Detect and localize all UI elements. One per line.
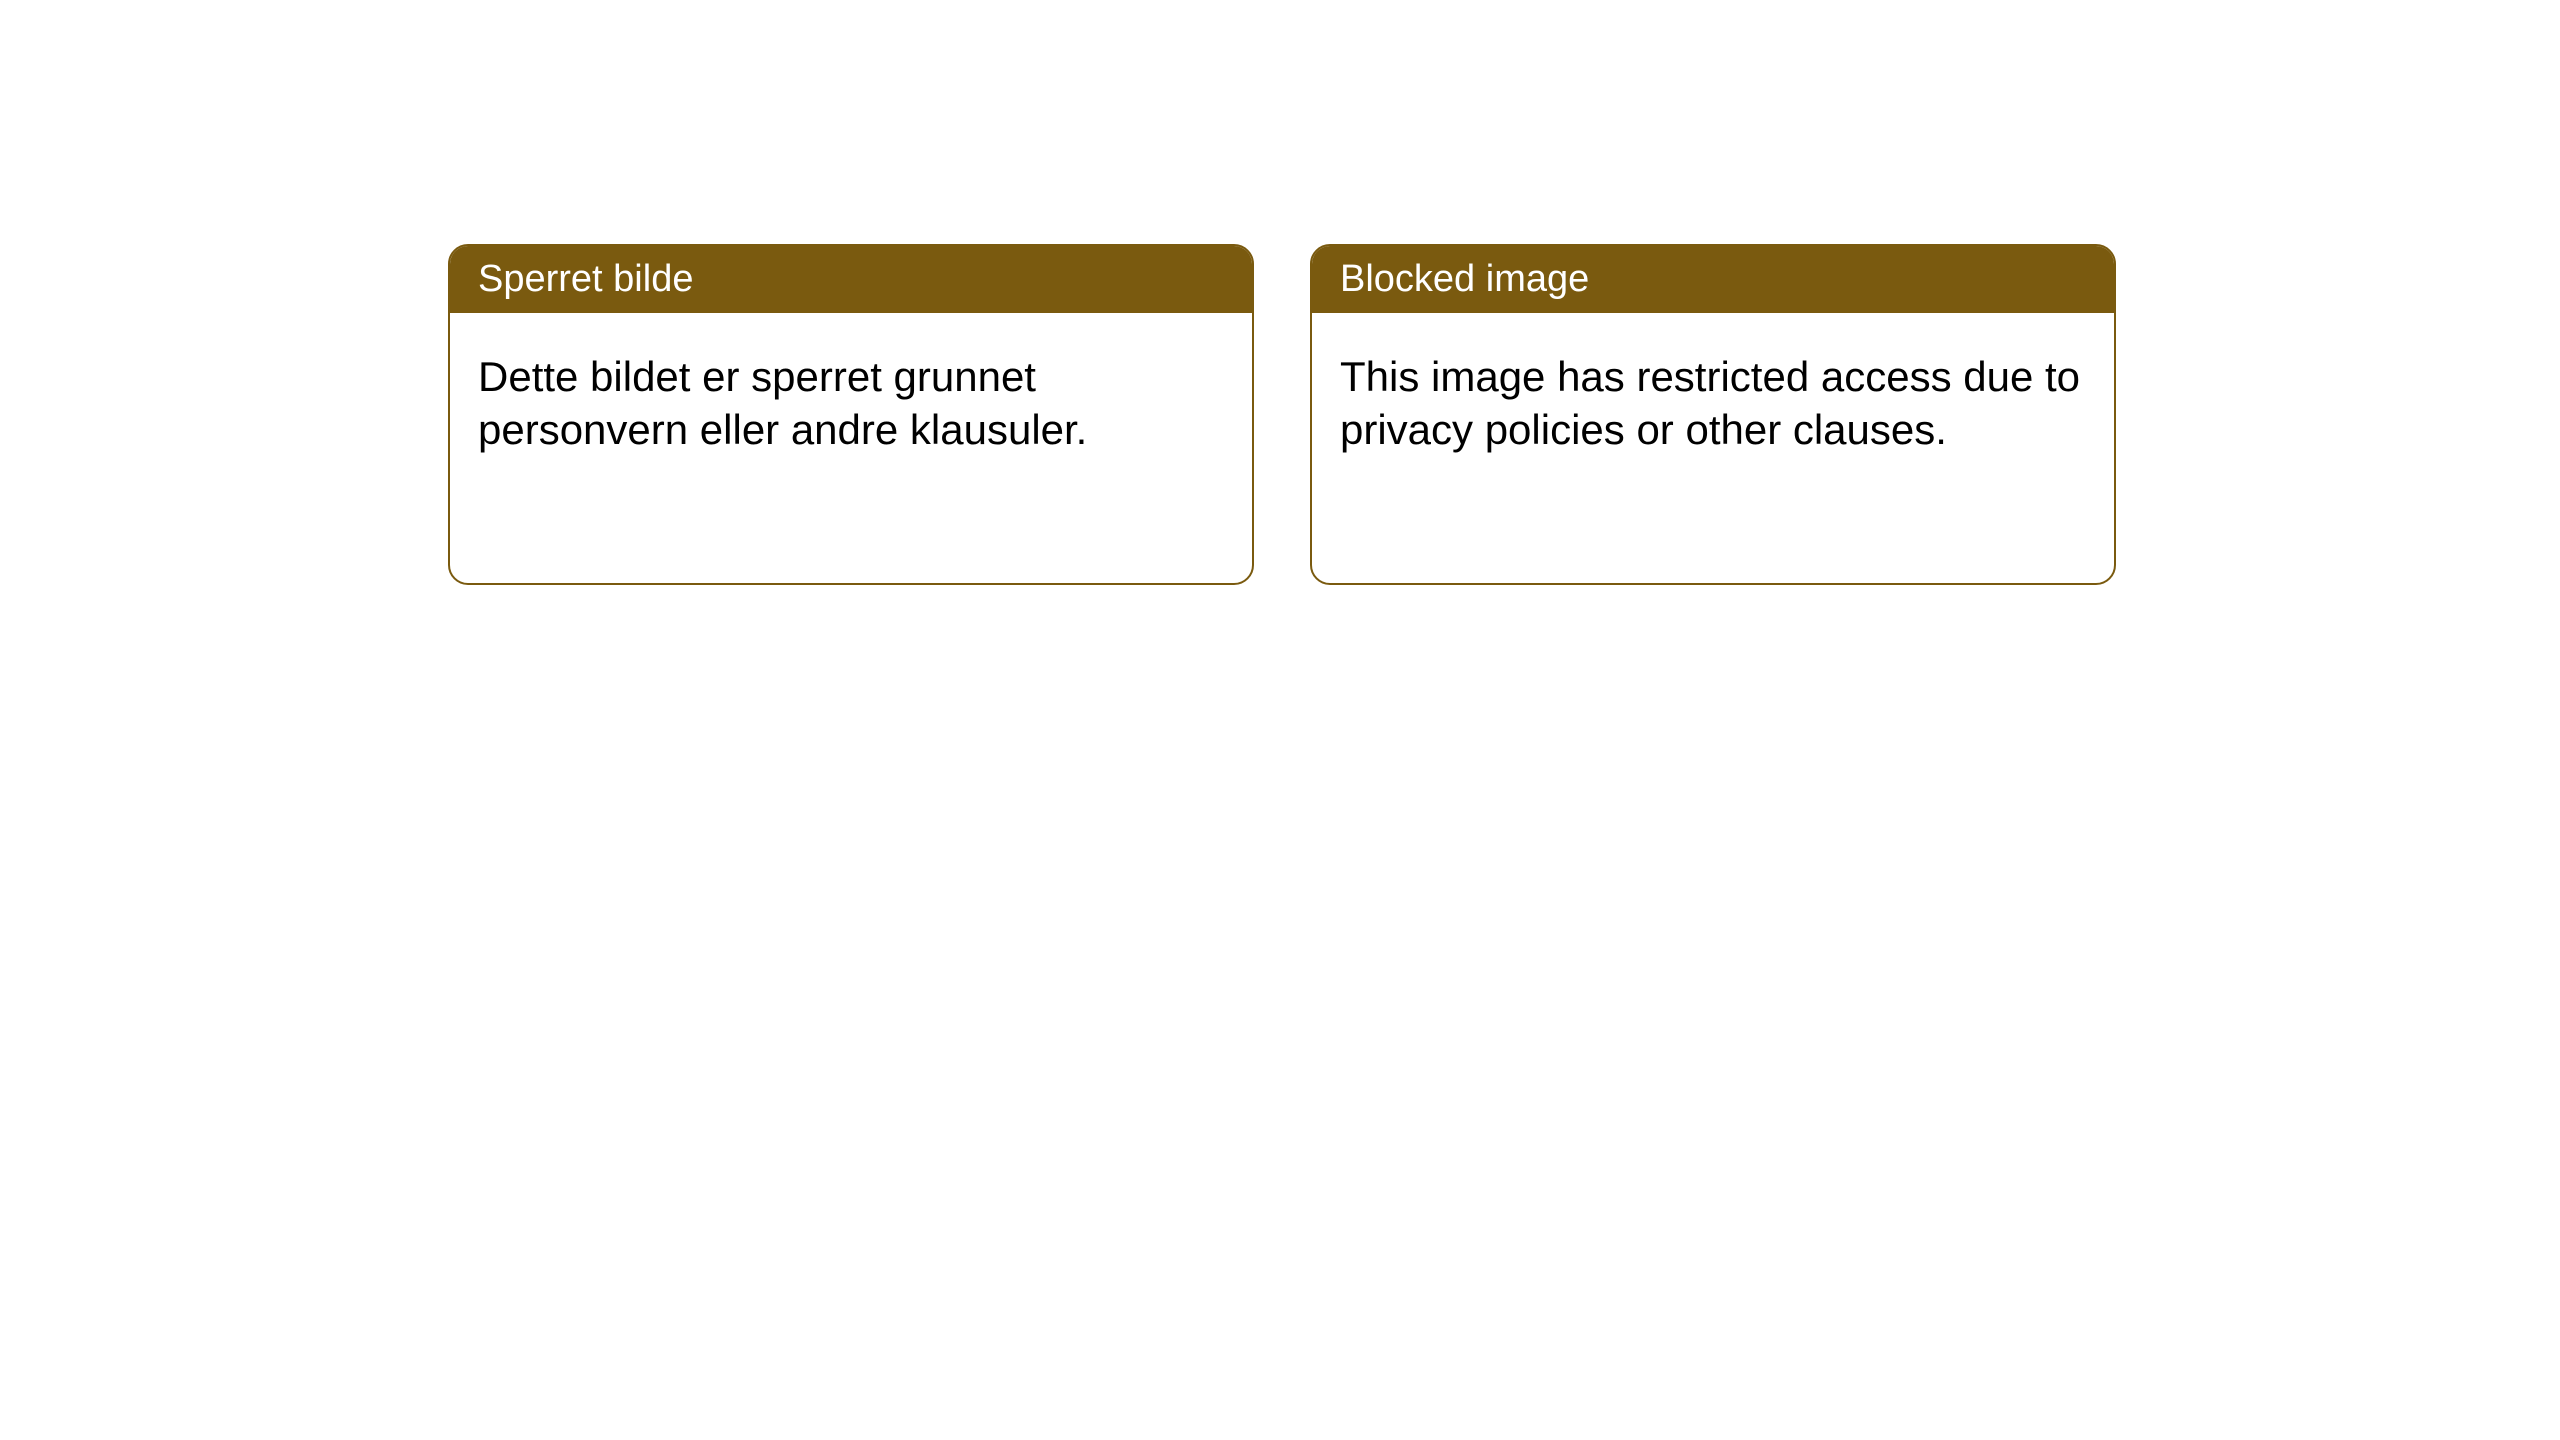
notices-container: Sperret bilde Dette bildet er sperret gr… [448, 244, 2116, 585]
notice-header-norwegian: Sperret bilde [450, 246, 1252, 313]
notice-header-english: Blocked image [1312, 246, 2114, 313]
notice-box-norwegian: Sperret bilde Dette bildet er sperret gr… [448, 244, 1254, 585]
notice-body-norwegian: Dette bildet er sperret grunnet personve… [450, 313, 1252, 583]
notice-box-english: Blocked image This image has restricted … [1310, 244, 2116, 585]
notice-body-english: This image has restricted access due to … [1312, 313, 2114, 583]
